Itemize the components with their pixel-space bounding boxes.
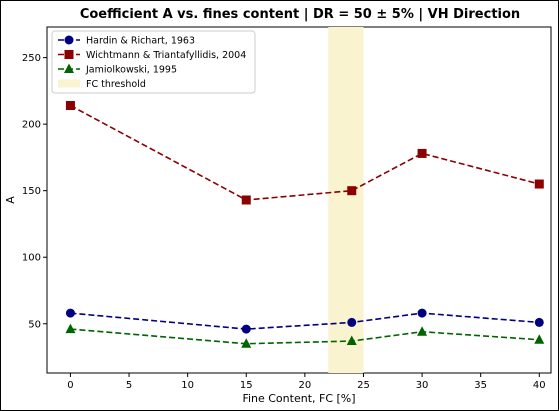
data-point bbox=[347, 186, 357, 196]
legend-label: Hardin & Richart, 1963 bbox=[86, 36, 195, 47]
data-point bbox=[65, 308, 75, 318]
data-point bbox=[534, 317, 544, 327]
legend-label: FC threshold bbox=[86, 79, 146, 90]
x-tick-label: 30 bbox=[416, 380, 429, 391]
series-layer bbox=[65, 101, 545, 348]
fc-threshold-band bbox=[328, 27, 364, 373]
x-tick-label: 40 bbox=[533, 380, 546, 391]
data-point bbox=[346, 335, 357, 346]
data-point bbox=[241, 324, 251, 334]
x-axis-label: Fine Content, FC [%] bbox=[242, 392, 355, 405]
legend-marker bbox=[64, 50, 74, 59]
plot-area bbox=[46, 26, 552, 374]
data-point bbox=[241, 195, 251, 205]
data-point bbox=[534, 179, 544, 189]
x-tick-label: 10 bbox=[181, 380, 194, 391]
y-tick-label: 50 bbox=[28, 319, 41, 330]
series-2 bbox=[65, 101, 544, 205]
y-tick-label: 200 bbox=[22, 120, 41, 131]
data-point bbox=[65, 323, 76, 334]
x-tick-label: 25 bbox=[357, 380, 370, 391]
series-line bbox=[70, 328, 540, 345]
threshold-layer bbox=[328, 27, 364, 373]
legend-band-swatch bbox=[58, 79, 80, 88]
data-point bbox=[417, 148, 427, 158]
data-point bbox=[347, 317, 357, 327]
x-tick-label: 35 bbox=[474, 380, 487, 391]
y-tick-label: 150 bbox=[22, 186, 41, 197]
x-tick-label: 15 bbox=[240, 380, 253, 391]
series-1 bbox=[65, 308, 544, 334]
legend-marker bbox=[64, 35, 74, 45]
x-tick-label: 5 bbox=[126, 380, 132, 391]
legend-box bbox=[51, 30, 256, 94]
data-point bbox=[65, 101, 75, 111]
y-tick-label: 100 bbox=[22, 253, 41, 264]
legend-label: Jamiolkowski, 1995 bbox=[85, 65, 177, 76]
x-tick-label: 20 bbox=[298, 380, 311, 391]
series-line bbox=[70, 104, 540, 201]
y-tick-label: 250 bbox=[22, 53, 41, 64]
legend: Hardin & Richart, 1963 Wichtmann & Triant… bbox=[51, 30, 256, 94]
legend-marker bbox=[64, 63, 74, 73]
legend-label: Wichtmann & Triantafyllidis, 2004 bbox=[86, 50, 246, 61]
ticks-layer: 0 5 10 15 20 25 30 35 40 50 100 150 200 250 bbox=[22, 53, 546, 391]
x-tick-label: 0 bbox=[67, 380, 73, 391]
y-axis-label: A bbox=[4, 196, 17, 204]
series-3 bbox=[65, 323, 545, 348]
data-point bbox=[417, 326, 428, 336]
data-point bbox=[534, 334, 545, 344]
data-point bbox=[417, 308, 427, 318]
data-point bbox=[241, 338, 252, 348]
chart-title: Coefficient A vs. fines content | DR = 5… bbox=[80, 7, 520, 22]
series-line bbox=[70, 312, 540, 330]
